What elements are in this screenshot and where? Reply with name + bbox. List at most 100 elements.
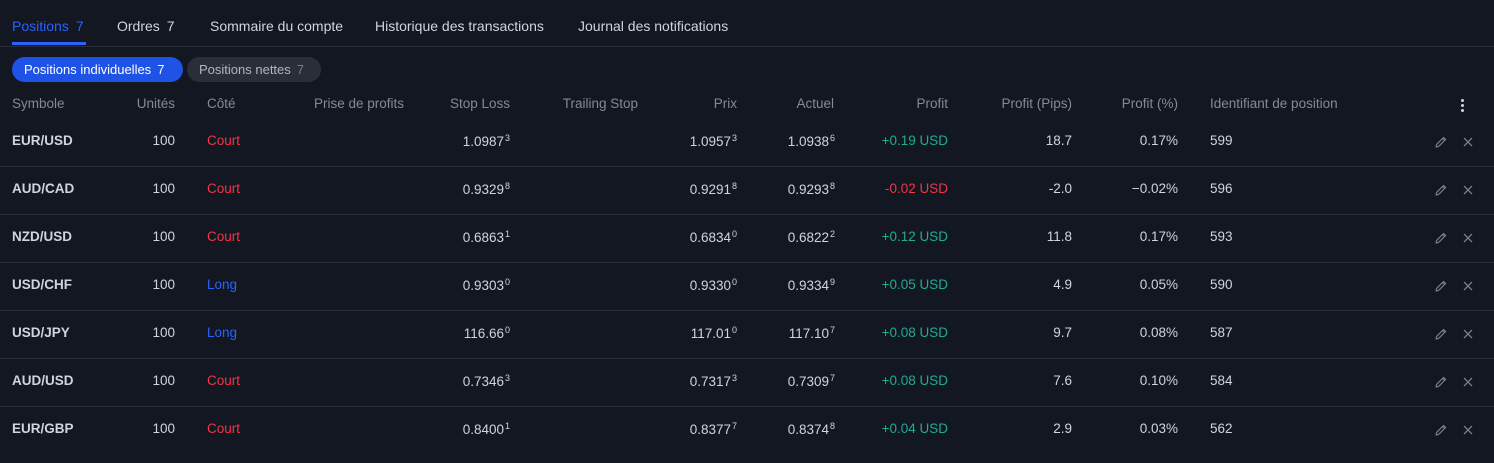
profit-cell: +0.08 USD <box>881 325 948 340</box>
pencil-icon[interactable] <box>1434 183 1448 197</box>
tab-positions[interactable]: Positions 7 <box>12 18 84 34</box>
tab-positions-count: 7 <box>75 18 84 34</box>
col-side[interactable]: Côté <box>207 96 236 111</box>
stop-loss-cell: 0.93298 <box>463 181 510 197</box>
table-row[interactable]: NZD/USD 100 Court 0.68631 0.68340 0.68222 +0.1… <box>0 215 1494 263</box>
profit-pct-cell: 0.08% <box>1139 325 1178 340</box>
price-value: 0.9330 <box>689 278 731 293</box>
stop-loss-cell: 0.68631 <box>463 229 510 245</box>
profit-cell: +0.08 USD <box>881 373 948 388</box>
stop-loss-pip: 0 <box>504 277 510 287</box>
pencil-icon[interactable] <box>1434 327 1448 341</box>
side-cell: Long <box>207 277 238 292</box>
close-icon[interactable] <box>1461 183 1475 197</box>
tab-trade-history[interactable]: Historique des transactions <box>375 18 544 34</box>
close-icon[interactable] <box>1461 423 1475 437</box>
position-id-cell: 599 <box>1210 133 1233 148</box>
symbol-cell: AUD/USD <box>12 373 74 388</box>
stop-loss-value: 1.0987 <box>462 134 504 149</box>
col-profit-pips[interactable]: Profit (Pips) <box>1001 96 1072 111</box>
pencil-icon[interactable] <box>1434 135 1448 149</box>
table-row[interactable]: USD/JPY 100 Long 116.660 117.010 117.107 +0.08… <box>0 311 1494 359</box>
col-stop-loss[interactable]: Stop Loss <box>449 96 510 111</box>
profit-pips-cell: 2.9 <box>1053 421 1072 436</box>
close-icon[interactable] <box>1461 135 1475 149</box>
price-cell: 0.83777 <box>690 421 737 437</box>
price-value: 1.0957 <box>689 134 731 149</box>
side-cell: Long <box>207 325 238 340</box>
current-value: 0.9334 <box>787 278 829 293</box>
side-cell: Court <box>207 421 241 436</box>
price-pip: 3 <box>731 373 737 383</box>
position-id-cell: 584 <box>1210 373 1233 388</box>
price-pip: 0 <box>731 325 737 335</box>
more-vertical-icon[interactable] <box>1456 97 1468 115</box>
col-profit-pct[interactable]: Profit (%) <box>1121 96 1178 111</box>
stop-loss-value: 0.8400 <box>462 422 504 437</box>
position-id-cell: 593 <box>1210 229 1233 244</box>
close-icon[interactable] <box>1461 375 1475 389</box>
units-cell: 100 <box>152 229 175 244</box>
table-row[interactable]: AUD/CAD 100 Court 0.93298 0.92918 0.92938 -0.0… <box>0 167 1494 215</box>
pencil-icon[interactable] <box>1434 423 1448 437</box>
profit-cell: +0.05 USD <box>881 277 948 292</box>
pencil-icon[interactable] <box>1434 231 1448 245</box>
col-current[interactable]: Actuel <box>796 96 834 111</box>
side-cell: Court <box>207 373 241 388</box>
pencil-icon[interactable] <box>1434 375 1448 389</box>
col-symbol[interactable]: Symbole <box>12 96 65 111</box>
filter-net-count: 7 <box>296 62 305 77</box>
filter-individual-positions[interactable]: Positions individuelles 7 <box>12 57 183 82</box>
filter-net-positions[interactable]: Positions nettes 7 <box>187 57 321 82</box>
tab-orders-count: 7 <box>166 18 175 34</box>
symbol-cell: EUR/USD <box>12 133 73 148</box>
profit-pips-cell: 7.6 <box>1053 373 1072 388</box>
tab-notifications-log[interactable]: Journal des notifications <box>578 18 728 34</box>
tab-orders[interactable]: Ordres 7 <box>117 18 175 34</box>
table-row[interactable]: EUR/GBP 100 Court 0.84001 0.83777 0.83748 +0.0… <box>0 407 1494 455</box>
profit-cell: +0.12 USD <box>881 229 948 244</box>
col-profit[interactable]: Profit <box>916 96 948 111</box>
close-icon[interactable] <box>1461 231 1475 245</box>
profit-cell: +0.19 USD <box>881 133 948 148</box>
table-row[interactable]: AUD/USD 100 Court 0.73463 0.73173 0.73097 +0.0… <box>0 359 1494 407</box>
current-pip: 7 <box>829 325 835 335</box>
price-cell: 1.09573 <box>690 133 737 149</box>
col-price[interactable]: Prix <box>713 96 737 111</box>
filter-individual-label: Positions individuelles <box>24 62 152 77</box>
symbol-cell: USD/CHF <box>12 277 72 292</box>
tab-positions-label: Positions <box>12 18 69 34</box>
col-take-profit[interactable]: Prise de profits <box>313 96 404 111</box>
price-pip: 8 <box>731 181 737 191</box>
col-units[interactable]: Unités <box>136 96 175 111</box>
current-cell: 117.107 <box>789 325 835 341</box>
profit-pct-cell: 0.17% <box>1139 229 1178 244</box>
side-cell: Court <box>207 181 241 196</box>
price-cell: 0.92918 <box>690 181 737 197</box>
profit-pct-cell: −0.02% <box>1131 181 1178 196</box>
stop-loss-value: 0.7346 <box>462 374 504 389</box>
table-row[interactable]: USD/CHF 100 Long 0.93030 0.93300 0.93349 +0.05… <box>0 263 1494 311</box>
profit-pips-cell: -2.0 <box>1048 181 1072 196</box>
price-value: 0.6834 <box>689 230 731 245</box>
profit-pips-cell: 11.8 <box>1046 229 1072 244</box>
current-value: 1.0938 <box>787 134 829 149</box>
tab-account-summary[interactable]: Sommaire du compte <box>210 18 343 34</box>
price-pip: 3 <box>731 133 737 143</box>
col-trailing-stop[interactable]: Trailing Stop <box>562 96 638 111</box>
table-row[interactable]: EUR/USD 100 Court 1.09873 1.09573 1.09386 +0.1… <box>0 119 1494 167</box>
units-cell: 100 <box>152 277 175 292</box>
col-position-id[interactable]: Identifiant de position <box>1210 96 1338 111</box>
symbol-cell: AUD/CAD <box>12 181 75 196</box>
table-header: Symbole Unités Côté Prise de profits Sto… <box>0 96 1494 116</box>
current-pip: 6 <box>829 133 835 143</box>
tab-trade-history-label: Historique des transactions <box>375 18 544 34</box>
close-icon[interactable] <box>1461 279 1475 293</box>
close-icon[interactable] <box>1461 327 1475 341</box>
profit-pips-cell: 18.7 <box>1045 133 1072 148</box>
stop-loss-pip: 1 <box>504 421 510 431</box>
stop-loss-cell: 116.660 <box>464 325 510 341</box>
position-id-cell: 587 <box>1210 325 1233 340</box>
position-id-cell: 596 <box>1210 181 1233 196</box>
pencil-icon[interactable] <box>1434 279 1448 293</box>
